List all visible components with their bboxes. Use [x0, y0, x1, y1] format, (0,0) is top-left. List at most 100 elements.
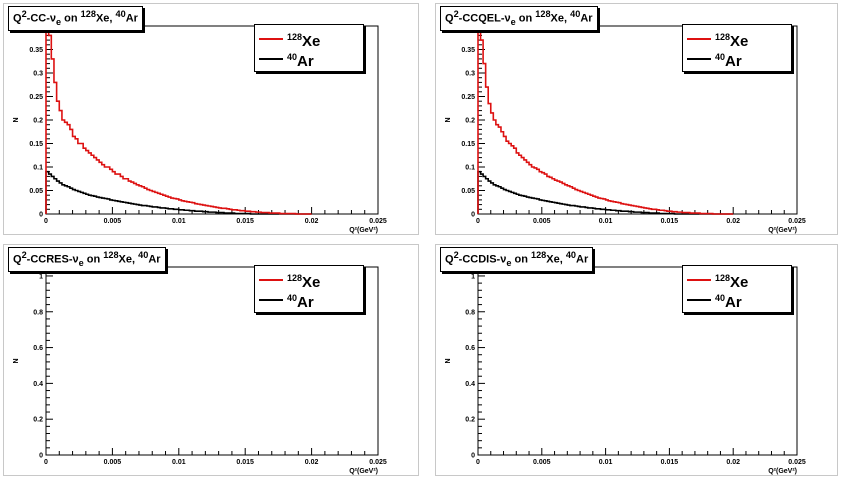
legend-label-xe: 128Xe [287, 272, 321, 291]
histogram-40Ar [477, 170, 734, 215]
y-axis-label: N [445, 358, 452, 363]
y-tick-label: 0.6 [33, 345, 43, 352]
legend-entry-xe: 128Xe [259, 271, 321, 291]
plot-ccres: 0 0.005 0.01 0.015 0.02 0.025 0 0.2 0.4 0.6 0.8 1 Q²… [13, 266, 387, 475]
y-tick-label: 1 [39, 273, 43, 280]
y-tick-label: 0.8 [465, 309, 475, 316]
legend: 128Xe 40Ar [254, 24, 364, 72]
legend-label-xe: 128Xe [715, 31, 749, 50]
histogram-128Xe [45, 25, 312, 215]
legend-line-ar [687, 299, 711, 301]
plot-cc: 0 0.005 0.01 0.015 0.02 0.025 0 0.05 0.1 0.15 0.2 0… [13, 24, 387, 235]
x-axis-label: Q²(GeV²) [349, 227, 378, 234]
y-tick-label: 0.35 [461, 47, 475, 54]
y-tick-label: 0.4 [465, 381, 475, 388]
chart-title: Q2-CCDIS-νe on 128Xe, 40Ar [440, 247, 594, 272]
x-tick-label: 0.005 [533, 459, 551, 466]
x-tick-label: 0.01 [172, 459, 186, 466]
legend-label-ar: 40Ar [287, 292, 314, 311]
y-tick-label: 0 [471, 453, 475, 460]
chart-title: Q2-CC-νe on 128Xe, 40Ar [8, 6, 143, 31]
y-tick-label: 0.6 [465, 345, 475, 352]
y-tick-label: 0.2 [33, 417, 43, 424]
y-tick-label: 1 [471, 273, 475, 280]
x-tick-label: 0 [44, 459, 48, 466]
legend-entry-xe: 128Xe [687, 271, 749, 291]
plot-frame [45, 266, 379, 456]
y-tick-label: 0.05 [461, 188, 475, 195]
x-tick-label: 0 [476, 459, 480, 466]
legend-label-ar: 40Ar [715, 292, 742, 311]
legend-entry-ar: 40Ar [259, 291, 314, 311]
chart-title: Q2-CCRES-νe on 128Xe, 40Ar [8, 247, 166, 272]
x-tick-label: 0.005 [104, 459, 122, 466]
x-tick-label: 0.01 [172, 218, 186, 225]
legend-entry-xe: 128Xe [687, 30, 749, 50]
y-tick-label: 0.05 [29, 188, 43, 195]
y-tick-label: 0.15 [461, 141, 475, 148]
x-tick-label: 0.015 [236, 459, 254, 466]
legend-line-ar [259, 58, 283, 60]
x-tick-label: 0.015 [236, 218, 254, 225]
y-tick-label: 0.8 [33, 309, 43, 316]
x-tick-label: 0 [476, 218, 480, 225]
y-tick-label: 0.2 [465, 417, 475, 424]
legend-entry-ar: 40Ar [687, 50, 742, 70]
x-tick-label: 0.005 [104, 218, 122, 225]
y-tick-label: 0.1 [33, 165, 43, 172]
x-tick-label: 0.02 [305, 218, 319, 225]
legend-line-xe [687, 279, 711, 281]
y-tick-label: 0.3 [465, 71, 475, 78]
legend: 128Xe 40Ar [682, 24, 792, 72]
y-tick-label: 0.25 [29, 94, 43, 101]
x-tick-label: 0.025 [369, 218, 387, 225]
y-tick-label: 0.2 [465, 118, 475, 125]
legend-line-xe [259, 279, 283, 281]
legend-line-xe [259, 38, 283, 40]
legend-line-ar [259, 299, 283, 301]
y-tick-label: 0 [39, 212, 43, 219]
chart-title: Q2-CCQEL-νe on 128Xe, 40Ar [440, 6, 598, 31]
y-tick-label: 0.4 [33, 381, 43, 388]
x-tick-label: 0.015 [661, 459, 679, 466]
x-tick-label: 0.01 [599, 218, 613, 225]
legend-label-ar: 40Ar [287, 51, 314, 70]
chart-pad-ccres: 0 0.005 0.01 0.015 0.02 0.025 0 0.2 0.4 0.6 0.8 1 Q²… [3, 244, 419, 476]
x-tick-label: 0.025 [788, 459, 806, 466]
x-tick-label: 0.025 [788, 218, 806, 225]
y-tick-label: 0.1 [465, 165, 475, 172]
x-tick-label: 0.02 [305, 459, 319, 466]
x-tick-label: 0.025 [369, 459, 387, 466]
histogram-128Xe [477, 29, 734, 215]
x-axis-label: Q²(GeV²) [768, 468, 797, 475]
x-tick-label: 0 [44, 218, 48, 225]
legend-label-xe: 128Xe [287, 31, 321, 50]
histogram-40Ar [45, 170, 312, 215]
legend-line-xe [687, 38, 711, 40]
y-axis-label: N [13, 358, 20, 363]
legend-entry-xe: 128Xe [259, 30, 321, 50]
chart-pad-ccdis: 0 0.005 0.01 0.015 0.02 0.025 0 0.2 0.4 0.6 0.8 1 Q²… [435, 244, 838, 476]
y-tick-label: 0.15 [29, 141, 43, 148]
y-tick-label: 0.35 [29, 47, 43, 54]
x-tick-label: 0.02 [726, 459, 740, 466]
x-axis-label: Q²(GeV²) [768, 227, 797, 234]
x-tick-label: 0.005 [533, 218, 551, 225]
x-axis-label: Q²(GeV²) [349, 468, 378, 475]
y-axis-label: N [445, 117, 452, 122]
legend-line-ar [687, 58, 711, 60]
y-axis-label: N [13, 117, 20, 122]
legend-entry-ar: 40Ar [259, 50, 314, 70]
plot-ccdis: 0 0.005 0.01 0.015 0.02 0.025 0 0.2 0.4 0.6 0.8 1 Q²… [445, 266, 806, 475]
legend: 128Xe 40Ar [682, 265, 792, 313]
plot-frame [477, 266, 798, 456]
x-tick-label: 0.02 [726, 218, 740, 225]
legend-label-ar: 40Ar [715, 51, 742, 70]
chart-pad-cc: 0 0.005 0.01 0.015 0.02 0.025 0 0.05 0.1 0.15 0.2 0… [3, 3, 419, 235]
x-tick-label: 0.01 [599, 459, 613, 466]
y-tick-label: 0.3 [33, 71, 43, 78]
y-tick-label: 0.25 [461, 94, 475, 101]
legend-label-xe: 128Xe [715, 272, 749, 291]
y-tick-label: 0.2 [33, 118, 43, 125]
legend-entry-ar: 40Ar [687, 291, 742, 311]
